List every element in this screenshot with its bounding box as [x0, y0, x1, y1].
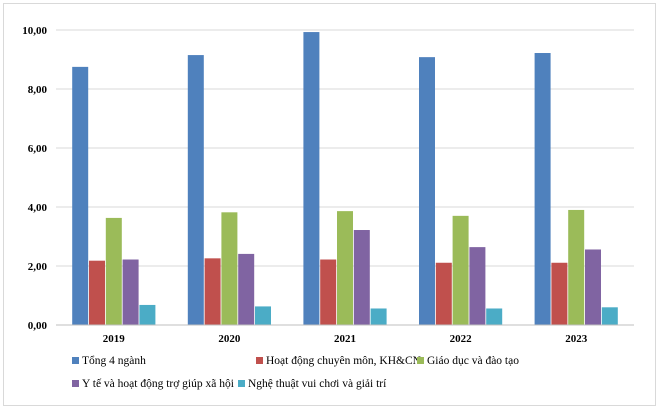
legend-label: Tổng 4 ngành [82, 354, 146, 367]
bar [255, 306, 271, 325]
x-tick-label: 2020 [218, 333, 241, 345]
y-tick-label: 8,00 [28, 84, 48, 96]
x-tick-label: 2023 [565, 333, 588, 345]
legend-swatch [72, 357, 79, 364]
x-tick-label: 2019 [103, 333, 126, 345]
y-tick-label: 0,00 [28, 320, 48, 332]
bars [72, 32, 618, 325]
bar [435, 262, 452, 325]
x-tick-label: 2021 [334, 333, 356, 345]
bar [303, 32, 320, 325]
bar [72, 66, 89, 325]
legend-label: Nghệ thuật vui chơi và giải trí [248, 378, 387, 390]
legend-swatch [256, 357, 263, 364]
legend-item: Hoạt động chuyên môn, KH&CN [256, 355, 422, 367]
y-tick-label: 10,00 [22, 25, 47, 37]
legend-item: Nghệ thuật vui chơi và giải trí [238, 378, 387, 390]
legend: Tổng 4 ngành Hoạt động chuyên môn, KH&CN G… [72, 354, 519, 390]
bar [568, 209, 585, 325]
bar [337, 211, 353, 325]
bar [139, 304, 156, 325]
legend-swatch [238, 380, 245, 387]
bar [204, 258, 221, 325]
chart-frame: 0,00 2,00 4,00 6,00 8,00 10,00 2019 2020 2021 20… [3, 3, 656, 406]
bar [238, 253, 255, 325]
bar [452, 215, 469, 325]
bar [370, 308, 387, 325]
bar [585, 249, 601, 325]
bar [353, 230, 370, 325]
bar [320, 259, 337, 325]
bar [105, 217, 122, 325]
bar [469, 247, 486, 325]
legend-swatch [72, 380, 79, 387]
legend-label: Giáo dục và đào tạo [427, 355, 519, 367]
bar [534, 53, 551, 325]
y-tick-label: 6,00 [28, 143, 48, 155]
bar [419, 57, 435, 325]
bar [187, 55, 204, 325]
bar [89, 260, 105, 325]
x-axis: 2019 2020 2021 2022 2023 [56, 324, 634, 345]
bar [486, 308, 503, 325]
y-tick-label: 2,00 [28, 261, 48, 273]
legend-swatch [417, 357, 424, 364]
y-axis: 0,00 2,00 4,00 6,00 8,00 10,00 [22, 25, 47, 332]
legend-item: Giáo dục và đào tạo [417, 355, 519, 367]
legend-label: Hoạt động chuyên môn, KH&CN [266, 355, 422, 367]
bar [221, 212, 238, 325]
legend-item: Tổng 4 ngành [72, 354, 146, 367]
bar [551, 262, 568, 325]
legend-label: Y tế và hoạt động trợ giúp xã hội [82, 377, 234, 390]
x-tick-label: 2022 [450, 333, 473, 345]
y-tick-label: 4,00 [28, 202, 48, 214]
bar [122, 259, 139, 325]
legend-item: Y tế và hoạt động trợ giúp xã hội [72, 377, 234, 390]
bar [601, 307, 618, 325]
